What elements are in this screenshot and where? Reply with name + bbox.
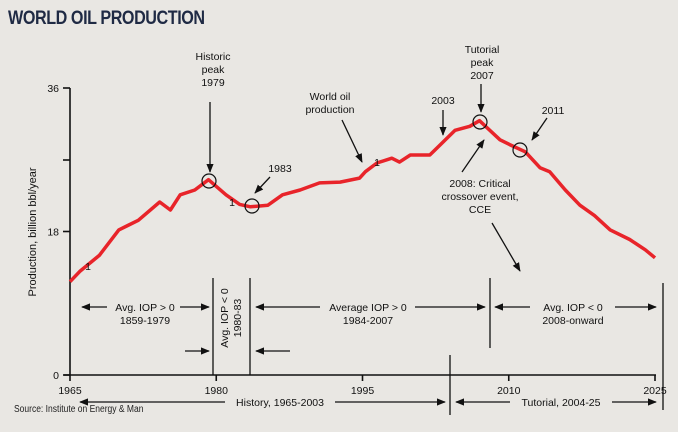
marker-1-1966: 1 (85, 261, 91, 273)
x-tick-label: 1965 (58, 385, 82, 397)
trough-circle-1983 (244, 198, 260, 214)
label-world-oil-2: production (305, 104, 354, 116)
marker-1-1981: 1 (229, 197, 235, 209)
x-tick-label: 1980 (205, 385, 229, 397)
label-period2-1: Avg. IOP < 0 (219, 288, 231, 348)
arrow-1983 (254, 176, 271, 194)
source-note: Source: Institute on Energy & Man (14, 404, 144, 415)
arrow-2011 (531, 117, 548, 141)
arrow-cce-period (491, 222, 521, 272)
label-period1-1: Avg. IOP > 0 (115, 302, 175, 314)
label-2011: 2011 (542, 105, 565, 117)
label-2003: 2003 (431, 95, 455, 107)
label-period2-2: 1980-83 (232, 299, 244, 338)
label-cce-1: 2008: Critical (449, 178, 510, 190)
label-historic-peak-2: peak (202, 64, 226, 76)
chart-title: World oil production (8, 8, 205, 29)
label-period1-2: 1859-1979 (120, 315, 170, 327)
series-line-world-oil-production (68, 118, 657, 283)
label-period4-1: Avg. IOP < 0 (543, 302, 603, 314)
label-period3-2: 1984-2007 (343, 315, 393, 327)
x-tick-label: 2025 (643, 385, 667, 397)
label-tutorial-peak-1: Tutorial (465, 44, 500, 56)
label-tutorial-peak-3: 2007 (470, 70, 494, 82)
y-tick-label: 18 (47, 227, 59, 239)
label-cce-3: CCE (469, 204, 491, 216)
label-period4-2: 2008-onward (542, 315, 603, 327)
arrow-world-oil (341, 119, 363, 163)
label-history: History, 1965-2003 (236, 397, 324, 409)
peak-circle-1979 (201, 173, 217, 189)
peak-circle-2007 (472, 114, 488, 130)
label-cce-2: crossover event, (441, 191, 518, 203)
label-tutorial-peak-2: peak (471, 57, 495, 69)
marker-1-1996: 1 (374, 157, 380, 169)
label-tutorial: Tutorial, 2004-25 (522, 397, 601, 409)
label-historic-peak-3: 1979 (201, 77, 225, 89)
circle-2011 (512, 142, 528, 158)
label-1983: 1983 (268, 163, 292, 175)
x-tick-label: 1995 (351, 385, 375, 397)
y-tick-label: 0 (53, 370, 59, 382)
label-historic-peak-1: Historic (195, 51, 230, 63)
x-tick-label: 2010 (497, 385, 521, 397)
label-world-oil-1: World oil (310, 91, 351, 103)
arrow-cce (461, 139, 485, 173)
y-tick-label: 36 (47, 83, 59, 95)
y-axis-label: Production, billion bbl/year (27, 167, 39, 296)
label-period3-1: Average IOP > 0 (329, 302, 407, 314)
